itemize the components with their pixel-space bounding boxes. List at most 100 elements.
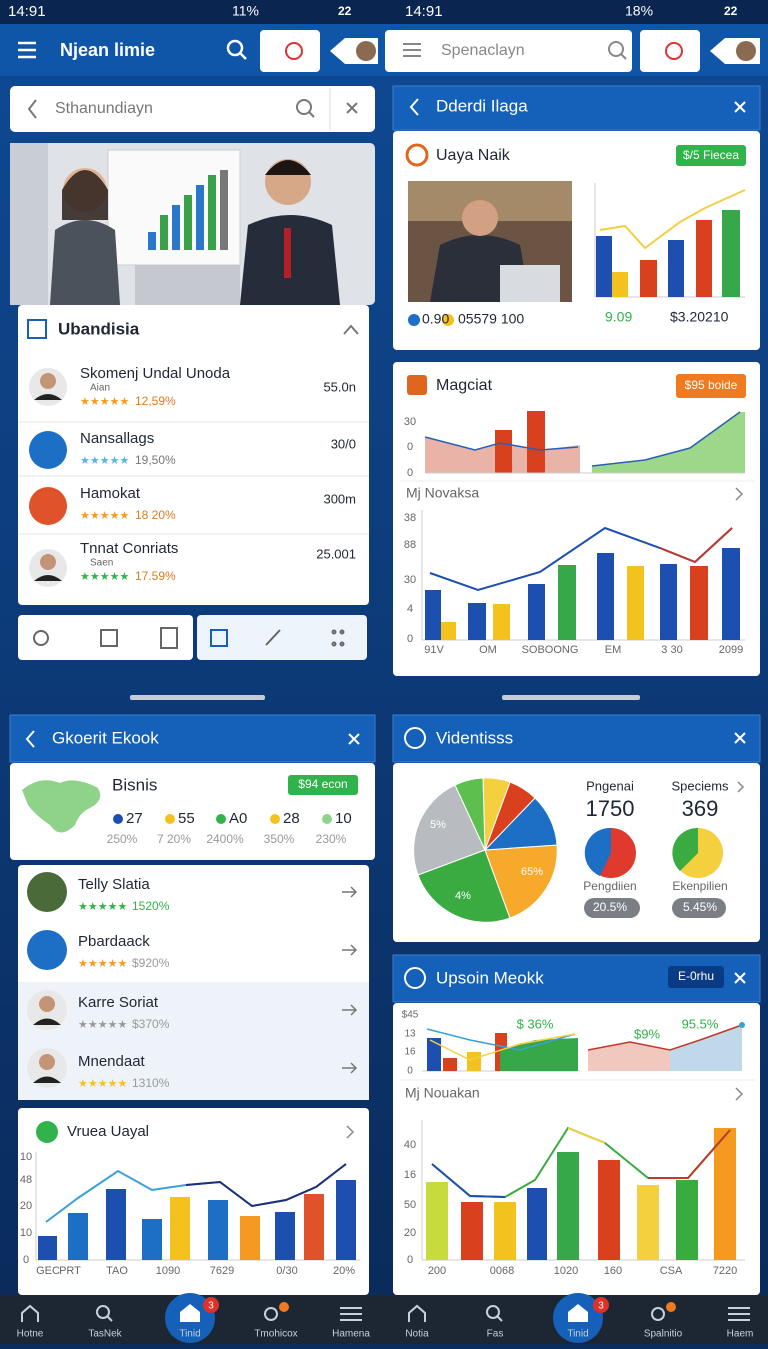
mini-chart	[594, 183, 746, 298]
stat-value: $3.20210	[670, 309, 729, 325]
stat-dot	[442, 314, 454, 326]
search-icon[interactable]	[608, 41, 627, 60]
person-name[interactable]: Telly Slatia	[78, 876, 150, 893]
nav-icons[interactable]	[21, 1304, 750, 1322]
card-icon	[36, 1121, 58, 1143]
nav-label[interactable]: Haem	[727, 1329, 754, 1340]
y-axis-label: 40	[404, 1139, 416, 1151]
close-icon[interactable]	[734, 101, 746, 113]
shape	[443, 1058, 457, 1071]
close-icon[interactable]	[348, 733, 360, 745]
rating-value: 1520%	[132, 899, 170, 913]
stat-dots	[113, 814, 332, 824]
nav-label[interactable]: Fas	[487, 1329, 504, 1340]
back-icon[interactable]	[25, 730, 35, 748]
chevron[interactable]	[737, 781, 745, 793]
drag-handle[interactable]	[502, 695, 640, 700]
search-bar[interactable]	[10, 86, 375, 132]
back-icon[interactable]	[409, 98, 419, 116]
section-title: Ubandisia	[58, 319, 140, 338]
x-axis-label: 7220	[713, 1265, 737, 1277]
stat-label: Pngenai	[586, 778, 634, 793]
menu-icon[interactable]	[403, 43, 421, 57]
shape	[106, 1189, 126, 1260]
shape	[284, 228, 291, 278]
shape	[39, 1054, 55, 1070]
card-title: Vruea Uayal	[67, 1123, 149, 1140]
avatar	[29, 431, 67, 469]
card-title: Bisnis	[112, 775, 157, 794]
shape	[39, 996, 55, 1012]
close-icon[interactable]	[734, 732, 746, 744]
x-axis-label: 1090	[156, 1265, 180, 1277]
shape	[33, 1076, 61, 1083]
shape	[210, 629, 228, 647]
annotation: $ 36%	[517, 1016, 554, 1031]
collapse-icon[interactable]	[343, 324, 359, 335]
x-axis-label: TAO	[106, 1265, 128, 1277]
shape	[417, 849, 511, 923]
drag-handle[interactable]	[130, 695, 265, 700]
avatar	[356, 41, 376, 61]
toolbar-icons[interactable]	[33, 627, 345, 649]
shape	[467, 1052, 481, 1071]
search-icon[interactable]	[226, 39, 247, 60]
shape	[208, 1200, 228, 1260]
x-axis-label: 2099	[719, 644, 743, 656]
shape	[38, 1236, 57, 1260]
pie-chart	[413, 777, 558, 923]
close-icon[interactable]	[734, 972, 746, 984]
stat-foot: Ekenpilien	[672, 879, 727, 893]
arrow-icons[interactable]	[342, 886, 358, 1074]
panel-header	[392, 714, 761, 763]
shape	[160, 215, 168, 250]
shape	[648, 1129, 731, 1179]
search-placeholder[interactable]: Spenaclayn	[441, 42, 525, 59]
home-icon	[568, 1304, 588, 1322]
rating-stars: ★★★★★	[80, 571, 129, 583]
item-name[interactable]: Tnnat Conriats	[80, 540, 178, 557]
item-name[interactable]: Skomenj Undal Unoda	[80, 365, 231, 382]
nav-badge	[203, 1297, 219, 1313]
shape	[264, 1307, 278, 1321]
nav-label[interactable]: Hotne	[17, 1329, 44, 1340]
notification-button[interactable]	[640, 30, 700, 72]
stat-pct: 250%	[107, 832, 138, 846]
shape	[10, 143, 48, 305]
card-title: Magciat	[436, 377, 493, 394]
rating-value: $920%	[132, 956, 170, 970]
search-box[interactable]	[385, 30, 632, 72]
item-name[interactable]: Nansallags	[80, 430, 154, 447]
shape	[427, 1038, 441, 1071]
person-name[interactable]: Pbardaack	[78, 933, 150, 950]
pie-label: 4%	[455, 890, 471, 902]
y-axis-label: 20	[404, 1227, 416, 1239]
shape	[454, 777, 486, 851]
stat-value: 0.90	[422, 311, 449, 327]
stat-value: 9.09	[605, 309, 632, 325]
chevron[interactable]	[346, 1125, 355, 1139]
nav-label[interactable]: Spalnitio	[644, 1329, 683, 1340]
nav-label[interactable]: Tinid	[179, 1329, 200, 1340]
chevron[interactable]	[735, 1087, 744, 1101]
nav-label[interactable]: Hamena	[332, 1329, 370, 1340]
menu-icon[interactable]	[18, 41, 36, 59]
nav-label[interactable]: Notia	[405, 1329, 429, 1340]
nav-label[interactable]: Tmohicox	[254, 1329, 297, 1340]
back-icon[interactable]	[27, 99, 37, 119]
status-bar	[0, 0, 768, 24]
x-axis-label: 160	[604, 1265, 622, 1277]
person-name[interactable]: Mnendaat	[78, 1053, 146, 1070]
item-name[interactable]: Hamokat	[80, 485, 141, 502]
close-icon[interactable]	[346, 102, 358, 114]
card	[393, 1003, 760, 1295]
search-placeholder[interactable]: Sthanundiayn	[55, 100, 153, 117]
chevron[interactable]	[735, 487, 744, 501]
nav-label[interactable]: Tinid	[567, 1329, 588, 1340]
search-icon[interactable]	[296, 99, 315, 118]
shape	[331, 641, 337, 647]
notification-button[interactable]	[260, 30, 320, 72]
person-name[interactable]: Karre Soriat	[78, 994, 159, 1011]
nav-label[interactable]: TasNek	[88, 1329, 122, 1340]
shape	[597, 553, 614, 640]
